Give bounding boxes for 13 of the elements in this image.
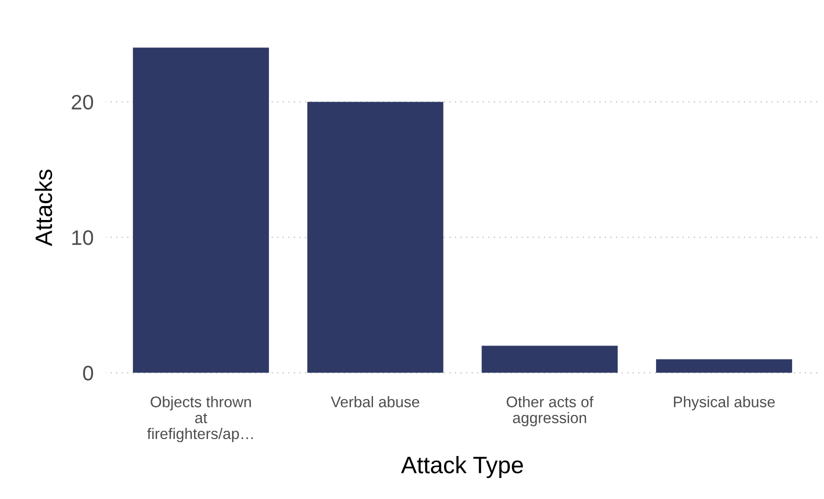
x-axis-title: Attack Type <box>401 456 523 478</box>
bar <box>482 346 618 373</box>
y-axis-title: Attacks <box>34 170 52 246</box>
y-tick-label: 10 <box>72 230 94 246</box>
bar <box>132 48 269 373</box>
y-tick-label: 0 <box>83 366 94 381</box>
y-tick-label: 20 <box>72 94 94 110</box>
x-tick-label: Verbal abuse <box>330 396 420 408</box>
x-tick-label: Objects thrown at firefighters/ap… <box>147 396 253 442</box>
bar <box>656 359 792 373</box>
bar <box>307 102 444 373</box>
x-tick-label: Other acts of aggression <box>506 396 594 426</box>
x-tick-label: Physical abuse <box>674 396 775 410</box>
